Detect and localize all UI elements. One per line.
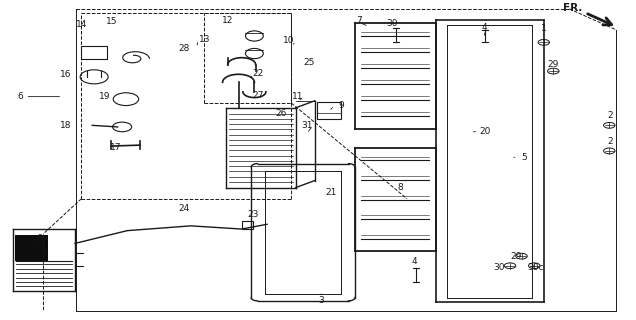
Text: 22: 22 — [252, 69, 264, 78]
Circle shape — [604, 148, 615, 154]
Bar — [15, 235, 48, 261]
Text: 27: 27 — [252, 91, 263, 100]
Text: 8: 8 — [398, 183, 404, 192]
Circle shape — [113, 122, 132, 132]
Text: 7: 7 — [356, 16, 363, 25]
Bar — [81, 46, 107, 59]
Circle shape — [80, 70, 108, 84]
Text: 29: 29 — [548, 60, 559, 69]
Text: 10: 10 — [283, 36, 294, 45]
Circle shape — [548, 68, 559, 74]
Bar — [242, 221, 253, 229]
Text: 1: 1 — [541, 24, 547, 34]
Text: 12: 12 — [222, 16, 233, 25]
Circle shape — [113, 93, 139, 106]
Text: 16: 16 — [60, 70, 72, 79]
Circle shape — [516, 253, 527, 259]
Text: 6: 6 — [36, 234, 43, 243]
Ellipse shape — [245, 48, 263, 59]
Text: 13: 13 — [199, 35, 211, 44]
Ellipse shape — [245, 31, 263, 41]
Text: 17: 17 — [110, 143, 121, 152]
Text: 24: 24 — [179, 204, 190, 213]
Text: 14: 14 — [76, 20, 87, 29]
Circle shape — [604, 123, 615, 128]
Text: 23: 23 — [247, 210, 259, 219]
Text: 26: 26 — [275, 109, 287, 118]
Text: 20: 20 — [479, 127, 490, 136]
Text: 4: 4 — [482, 23, 487, 32]
Text: 25: 25 — [303, 58, 315, 67]
Text: 11: 11 — [292, 92, 303, 101]
Text: 15: 15 — [106, 18, 118, 27]
Text: 19: 19 — [99, 92, 111, 101]
Text: 9: 9 — [338, 101, 344, 110]
Text: 5: 5 — [521, 153, 527, 162]
Circle shape — [504, 263, 516, 268]
Text: 29: 29 — [511, 252, 522, 261]
Text: 30: 30 — [494, 263, 505, 273]
Text: 30: 30 — [387, 19, 398, 28]
Bar — [317, 102, 341, 119]
Text: 28: 28 — [178, 44, 190, 53]
Circle shape — [538, 39, 550, 45]
Circle shape — [529, 263, 540, 268]
Text: 4: 4 — [412, 257, 417, 266]
Text: 31: 31 — [301, 122, 312, 131]
Text: 2: 2 — [608, 111, 613, 120]
Text: 6: 6 — [17, 92, 24, 101]
Text: 30c: 30c — [527, 263, 544, 273]
Text: 18: 18 — [60, 121, 72, 130]
Text: 2: 2 — [608, 137, 613, 146]
Text: FR.: FR. — [563, 3, 582, 13]
Text: 3: 3 — [318, 296, 324, 305]
Text: 21: 21 — [325, 188, 336, 197]
